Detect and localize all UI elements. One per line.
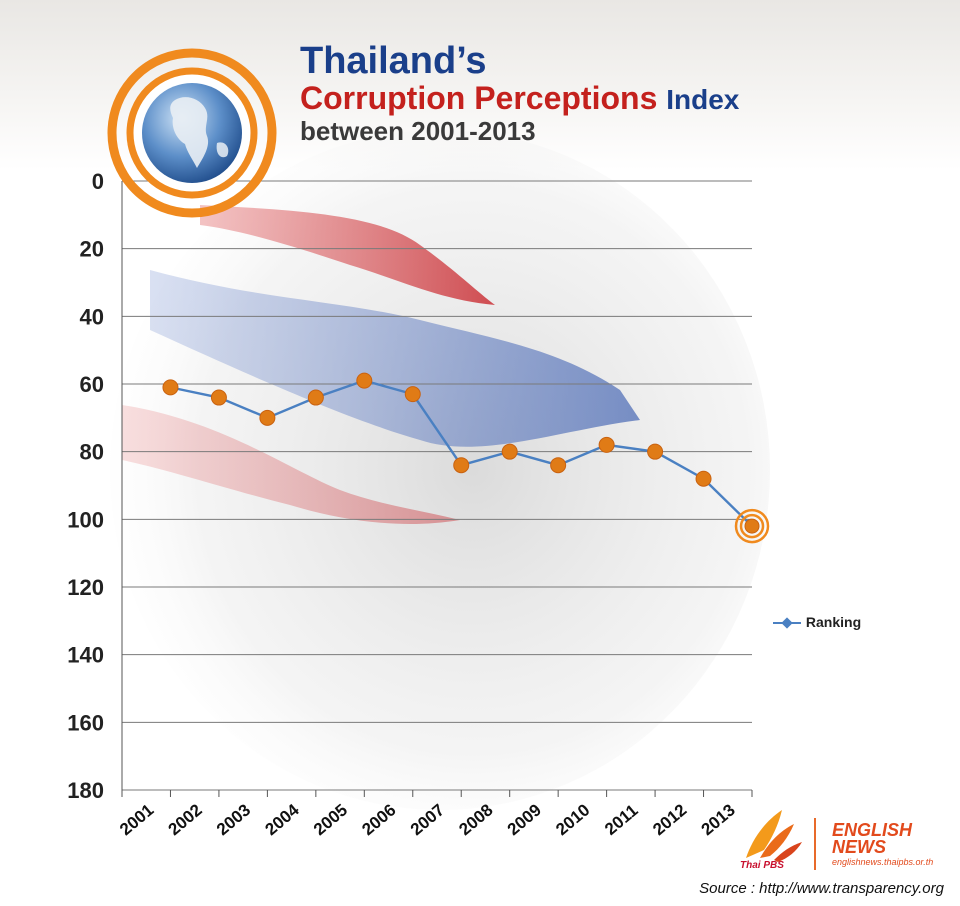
title-line-1: Thailand’s [300,40,487,82]
x-tick-label: 2001 [116,800,157,839]
data-point [695,470,712,487]
title-line-3: between 2001-2013 [300,116,536,146]
thaipbs-bird-icon [746,810,802,862]
series-ranking [162,372,770,544]
x-tick-label: 2009 [504,800,545,839]
data-point [598,436,615,453]
legend: Ranking [772,614,861,630]
data-point [744,518,760,534]
x-tick-label: 2002 [165,800,206,839]
title-blue-text: Index [666,84,740,115]
highlight-ring [739,513,765,539]
title-line-2: Corruption Perceptions Index [300,82,739,114]
logo-english: ENGLISH [832,820,913,840]
y-tick-label: 80 [80,440,104,465]
data-point [647,443,664,460]
gridlines [122,180,752,791]
title-red-text: Corruption Perceptions [300,80,658,116]
x-tick-label: 2003 [213,800,254,839]
x-tick-label: 2004 [261,800,303,839]
data-point [259,409,276,426]
y-tick-label: 100 [67,507,104,532]
logo-divider [814,818,816,870]
data-point [210,389,227,406]
legend-label: Ranking [805,614,862,630]
legend-line-icon [773,617,801,629]
x-tick-label: 2012 [649,800,690,839]
map-background [110,130,770,810]
highlight-ring [734,508,770,544]
thaipbs-logo: Thai PBS ENGLISH NEWS englishnews.thaipb… [738,800,948,878]
data-point [162,379,179,396]
logo-site: englishnews.thaipbs.or.th [832,857,934,867]
chart-title: Thailand’s Corruption Perceptions Index … [300,42,739,144]
y-tick-label: 160 [67,710,104,735]
x-tick-label: 2010 [552,800,593,839]
data-point [356,372,373,389]
x-tick-label: 2011 [601,801,641,839]
y-tick-label: 60 [80,372,104,397]
y-tick-label: 120 [67,575,104,600]
x-tick-label: 2005 [310,800,351,839]
data-point [453,457,470,474]
data-point [404,386,421,403]
english-news-wordmark: ENGLISH NEWS [832,820,913,857]
data-point [501,443,518,460]
y-tick-label: 0 [92,169,104,194]
x-tick-label: 2013 [698,800,739,839]
globe-icon [107,48,277,218]
data-point [307,389,324,406]
y-tick-label: 180 [67,778,104,803]
y-tick-label: 20 [80,237,104,262]
y-tick-label: 140 [67,643,104,668]
y-axis: 0 20 40 60 80 100 120 140 160 180 [67,169,123,803]
source-note: Source : http://www.transparency.org [699,880,944,897]
data-point [550,457,567,474]
y-tick-label: 40 [80,304,104,329]
logo-news: NEWS [832,837,886,857]
thaipbs-brand: Thai PBS [740,860,784,871]
